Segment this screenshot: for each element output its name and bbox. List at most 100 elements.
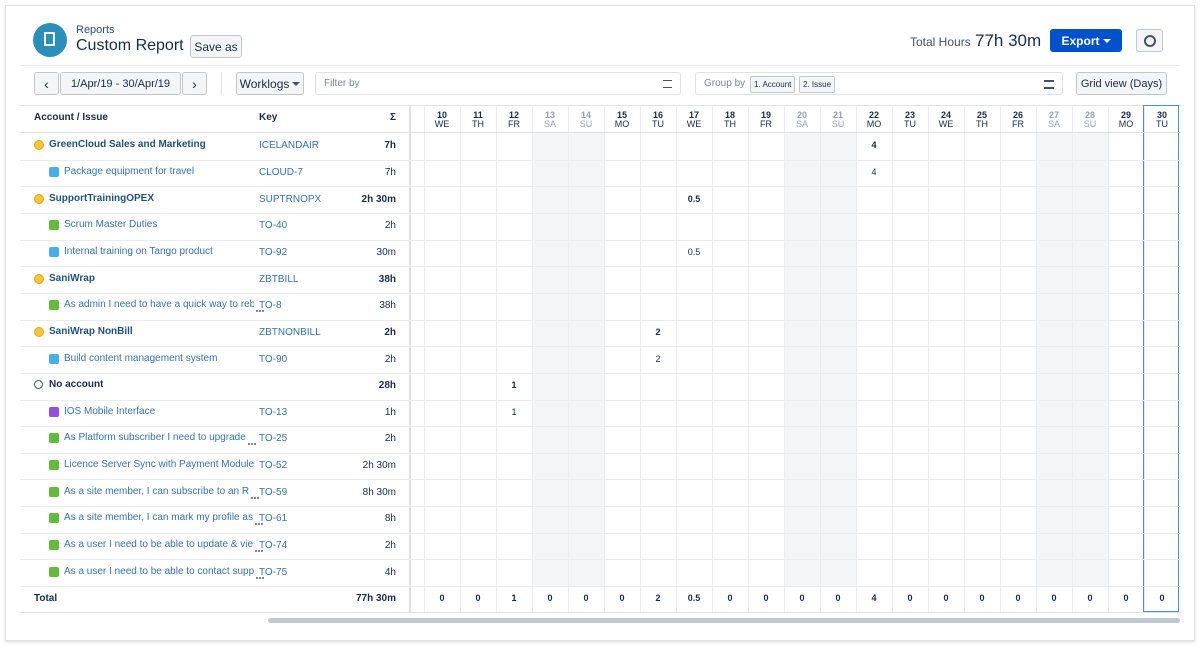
issue-key[interactable]: TO-8 bbox=[259, 300, 282, 312]
day-weekday: TH bbox=[976, 119, 988, 129]
footer-day-total: 0 bbox=[763, 593, 769, 604]
day-date: 20 bbox=[796, 110, 807, 120]
account-name[interactable]: SupportTrainingOPEX bbox=[49, 192, 155, 204]
issue-name[interactable]: As a site member, I can mark my profile … bbox=[64, 512, 253, 524]
truncation-dots bbox=[251, 496, 259, 499]
day-date: 30 bbox=[1156, 110, 1167, 120]
issue-name[interactable]: Internal training on Tango product bbox=[64, 245, 213, 257]
day-value: 4 bbox=[871, 166, 877, 177]
footer-day-total: 0 bbox=[1051, 593, 1057, 604]
issue-key[interactable]: TO-75 bbox=[259, 566, 288, 578]
issue-key[interactable]: TO-13 bbox=[259, 406, 288, 418]
table-top-border bbox=[20, 105, 1182, 106]
settings-button[interactable] bbox=[1136, 29, 1163, 52]
footer-day-total: 0 bbox=[979, 593, 985, 604]
frozen-divider bbox=[409, 105, 411, 613]
day-column-line bbox=[424, 105, 425, 613]
weekend-shade bbox=[820, 133, 856, 587]
issue-key[interactable]: TO-90 bbox=[259, 353, 288, 365]
issue-key[interactable]: TO-74 bbox=[259, 540, 288, 552]
day-weekday: SU bbox=[1083, 119, 1097, 129]
report-icon-doc bbox=[44, 32, 55, 46]
day-value: 2 bbox=[655, 326, 661, 337]
footer-day-total: 0 bbox=[835, 593, 841, 604]
issue-key[interactable]: ZBTNONBILL bbox=[259, 326, 321, 338]
day-value: 0.5 bbox=[687, 246, 701, 257]
export-label: Export bbox=[1061, 33, 1100, 48]
prev-button[interactable]: ‹ bbox=[34, 72, 59, 95]
day-column-line bbox=[1036, 105, 1037, 613]
row-total: 2h 30m bbox=[361, 193, 396, 205]
group-by-box[interactable]: Group by 1. Account 2. Issue bbox=[695, 72, 1063, 95]
issue-key[interactable]: TO-25 bbox=[259, 433, 288, 445]
footer-day-total: 0 bbox=[1159, 593, 1165, 604]
row-line bbox=[20, 532, 1182, 534]
issue-key[interactable]: TO-61 bbox=[259, 513, 288, 525]
day-value: 1 bbox=[511, 380, 517, 391]
day-column-line bbox=[856, 105, 857, 613]
save-as-button[interactable]: Save as bbox=[190, 35, 242, 58]
issue-key[interactable]: SUPTRNOPX bbox=[259, 193, 322, 205]
day-weekday: TU bbox=[652, 119, 664, 129]
row-total: 2h bbox=[384, 433, 396, 445]
row-total: 4h bbox=[384, 566, 396, 578]
task-icon bbox=[49, 353, 59, 364]
account-name[interactable]: SaniWrap NonBill bbox=[49, 325, 133, 337]
issue-key[interactable]: CLOUD-7 bbox=[259, 166, 303, 178]
breadcrumb[interactable]: Reports bbox=[76, 24, 115, 36]
issue-name[interactable]: Licence Server Sync with Payment Modules bbox=[64, 459, 254, 471]
issue-key[interactable]: ZBTBILL bbox=[259, 273, 299, 285]
issue-key[interactable]: TO-52 bbox=[259, 460, 288, 472]
truncation-dots bbox=[255, 549, 263, 553]
filter-input[interactable]: Filter by bbox=[315, 72, 681, 95]
account-icon bbox=[34, 140, 44, 151]
issue-name[interactable]: As Platform subscriber I need to upgrade bbox=[64, 432, 246, 444]
row-line bbox=[20, 452, 1182, 454]
issue-name[interactable]: As a user I need to be able to update & … bbox=[64, 539, 254, 551]
scrollbar-thumb[interactable] bbox=[268, 618, 1180, 623]
issue-name[interactable]: As admin I need to have a quick way to r… bbox=[64, 299, 254, 311]
issue-key[interactable]: TO-92 bbox=[259, 246, 288, 258]
date-range[interactable]: 1/Apr/19 - 30/Apr/19 bbox=[60, 72, 181, 95]
issue-name[interactable]: Build content management system bbox=[64, 352, 218, 364]
issue-name[interactable]: As a user I need to be able to contact s… bbox=[64, 565, 254, 577]
row-total: 38h bbox=[378, 273, 396, 285]
header-divider bbox=[20, 65, 1180, 66]
group-chip[interactable]: 1. Account bbox=[750, 76, 796, 93]
row-line bbox=[20, 319, 1182, 321]
day-column-line bbox=[604, 105, 605, 613]
issue-key[interactable]: TO-59 bbox=[259, 486, 288, 498]
account-name[interactable]: SaniWrap bbox=[49, 272, 95, 284]
issue-name[interactable]: Scrum Master Duties bbox=[64, 219, 158, 231]
story-icon bbox=[49, 540, 59, 551]
caret bbox=[1102, 38, 1111, 47]
day-date: 24 bbox=[940, 110, 951, 120]
day-weekday: FR bbox=[508, 119, 520, 129]
next-button[interactable]: › bbox=[182, 72, 207, 95]
group-chip[interactable]: 2. Issue bbox=[799, 76, 836, 93]
grid-view-button[interactable]: Grid view (Days) bbox=[1076, 72, 1167, 95]
worklogs-label: Worklogs bbox=[239, 76, 290, 91]
issue-name[interactable]: IOS Mobile Interface bbox=[64, 405, 156, 417]
row-line bbox=[20, 186, 1182, 188]
truncation-dots bbox=[256, 309, 264, 313]
export-button[interactable]: Export bbox=[1050, 29, 1122, 52]
day-date: 19 bbox=[760, 110, 771, 120]
story-icon bbox=[49, 433, 59, 444]
issue-key[interactable]: TO-40 bbox=[259, 220, 288, 232]
issue-key[interactable]: ICELANDAIR bbox=[259, 140, 320, 152]
footer-day-total: 0 bbox=[547, 593, 553, 604]
filter-placeholder: Filter by bbox=[324, 78, 360, 89]
day-column-line bbox=[496, 105, 497, 613]
issue-name[interactable]: As a site member, I can subscribe to an … bbox=[64, 485, 250, 497]
footer-day-total: 0 bbox=[907, 593, 913, 604]
story-icon bbox=[49, 486, 59, 497]
day-date: 12 bbox=[508, 110, 519, 120]
story-icon bbox=[49, 300, 59, 311]
worklogs-dropdown[interactable]: Worklogs bbox=[236, 72, 304, 95]
issue-name[interactable]: Package equipment for travel bbox=[64, 165, 195, 177]
day-column-line bbox=[892, 105, 893, 613]
account-name[interactable]: GreenCloud Sales and Marketing bbox=[49, 139, 206, 151]
account-name[interactable]: No account bbox=[49, 379, 104, 391]
row-line bbox=[20, 159, 1182, 161]
